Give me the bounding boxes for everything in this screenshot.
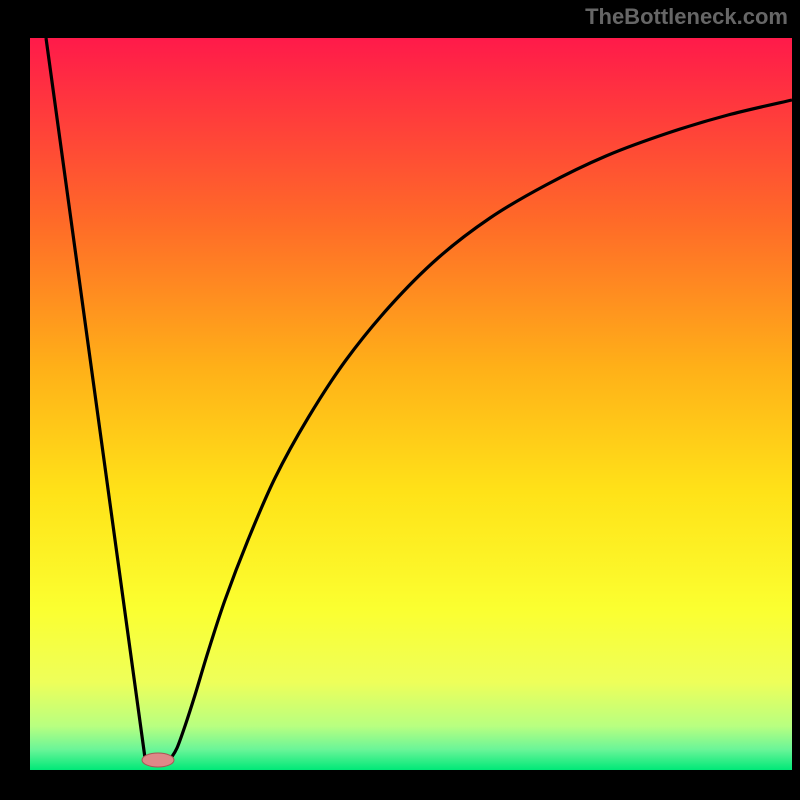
watermark-text: TheBottleneck.com xyxy=(585,4,788,30)
plot-background xyxy=(30,38,792,770)
bottleneck-chart xyxy=(0,0,800,800)
chart-container: TheBottleneck.com xyxy=(0,0,800,800)
optimal-marker xyxy=(142,753,174,767)
